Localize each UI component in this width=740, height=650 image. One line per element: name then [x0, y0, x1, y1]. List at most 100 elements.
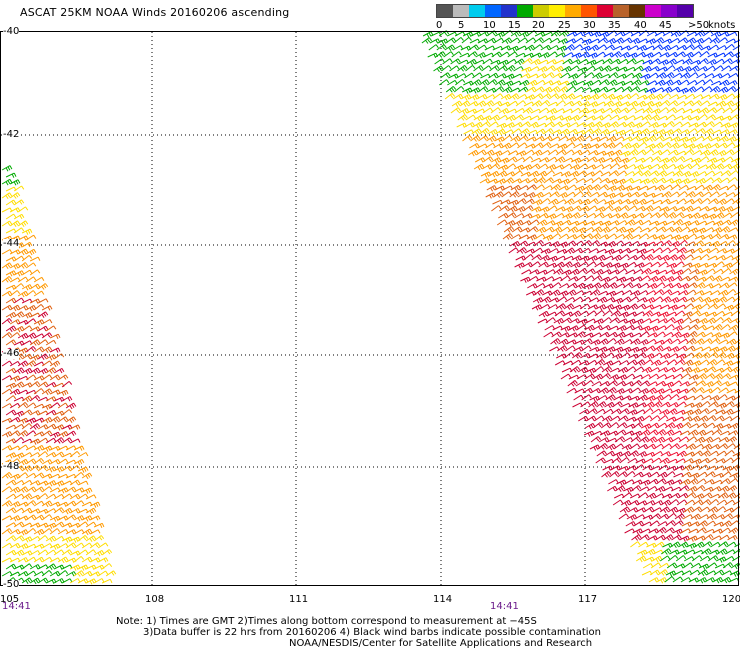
wind-barb: [41, 445, 53, 452]
wind-barb: [617, 268, 628, 275]
wind-barb: [93, 578, 105, 584]
wind-barb: [89, 501, 101, 508]
wind-barb: [614, 184, 626, 192]
wind-barb: [569, 366, 581, 373]
wind-barb: [623, 332, 634, 338]
wind-barb: [488, 72, 499, 79]
wind-barb: [660, 198, 671, 205]
wind-barb: [703, 177, 714, 184]
wind-barb: [674, 310, 686, 317]
wind-barb: [653, 345, 664, 352]
wind-barb: [663, 331, 674, 338]
wind-barb: [692, 44, 703, 51]
wind-barb: [653, 394, 664, 402]
wind-barb: [29, 381, 41, 388]
wind-barb: [25, 360, 37, 367]
wind-barb: [692, 352, 703, 359]
wind-barb: [698, 58, 709, 65]
wind-barb: [600, 220, 612, 227]
wind-barb: [21, 563, 33, 570]
wind-barb: [589, 289, 601, 296]
wind-barb: [574, 233, 586, 240]
wind-barb: [624, 479, 635, 485]
wind-barb: [634, 212, 645, 219]
wind-barb: [717, 548, 728, 555]
wind-barb: [630, 541, 641, 548]
wind-barb: [33, 514, 45, 521]
wind-barb: [637, 142, 648, 149]
wind-barb: [667, 408, 678, 415]
wind-barb: [631, 79, 642, 86]
wind-barb: [623, 177, 635, 184]
wind-barb: [719, 79, 730, 87]
wind-barb: [73, 515, 85, 522]
wind-barb: [479, 79, 490, 86]
wind-barb: [732, 352, 740, 360]
wind-barb: [452, 93, 464, 100]
wind-barb: [17, 262, 29, 269]
wind-barb: [524, 94, 536, 101]
wind-barb: [633, 65, 644, 72]
wind-barb: [633, 471, 644, 478]
wind-barb: [21, 269, 33, 276]
wind-barb: [440, 72, 451, 79]
wind-barb: [582, 233, 594, 240]
wind-barb: [509, 142, 520, 149]
wind-barb: [622, 31, 634, 37]
wind-barb: [681, 268, 692, 275]
wind-barb: [712, 373, 723, 380]
wind-barb: [565, 86, 577, 93]
wind-barb: [648, 121, 659, 129]
wind-barb: [669, 37, 681, 44]
wind-barb: [688, 171, 700, 178]
wind-barb: [674, 513, 685, 520]
wind-barb: [65, 500, 77, 507]
wind-barb: [602, 415, 613, 423]
wind-barb: [493, 142, 504, 149]
wind-barb: [628, 402, 639, 409]
wind-barb: [61, 536, 73, 543]
wind-barb: [672, 72, 683, 79]
wind-barb: [519, 178, 531, 184]
wind-barb: [97, 570, 109, 577]
wind-barb: [540, 93, 552, 100]
wind-barb: [563, 303, 575, 310]
wind-barb: [680, 121, 691, 128]
wind-barb: [57, 402, 69, 409]
wind-barb: [708, 44, 719, 51]
wind-barb: [561, 269, 572, 276]
wind-barb: [591, 381, 603, 387]
wind-barb: [57, 430, 69, 438]
wind-barb: [529, 163, 541, 170]
wind-barb: [635, 51, 646, 58]
wind-barb: [639, 80, 650, 86]
wind-barb: [583, 430, 595, 437]
wind-barb: [524, 44, 535, 52]
wind-barb: [554, 261, 565, 269]
wind-barb: [623, 486, 634, 493]
wind-barb: [517, 37, 529, 44]
wind-barb: [710, 338, 721, 345]
wind-barb: [554, 108, 566, 114]
wind-barb: [620, 247, 632, 254]
wind-barb: [601, 269, 612, 275]
wind-barb: [668, 94, 680, 100]
wind-barb: [633, 520, 644, 527]
wind-barb: [591, 177, 602, 184]
wind-barb: [514, 58, 525, 65]
wind-barb: [595, 206, 606, 213]
wind-barb: [631, 283, 642, 289]
wind-barb: [570, 107, 582, 114]
wind-barb: [701, 395, 712, 401]
wind-barb: [695, 331, 706, 338]
wind-barb: [717, 443, 728, 450]
wind-barb: [632, 122, 643, 129]
wind-barb: [712, 220, 724, 227]
wind-barb: [630, 135, 641, 142]
wind-barb: [664, 527, 675, 534]
wind-barb: [476, 44, 488, 51]
wind-barb: [571, 52, 583, 59]
wind-barb: [533, 191, 544, 199]
wind-barb: [13, 213, 25, 220]
wind-barb: [508, 45, 520, 52]
